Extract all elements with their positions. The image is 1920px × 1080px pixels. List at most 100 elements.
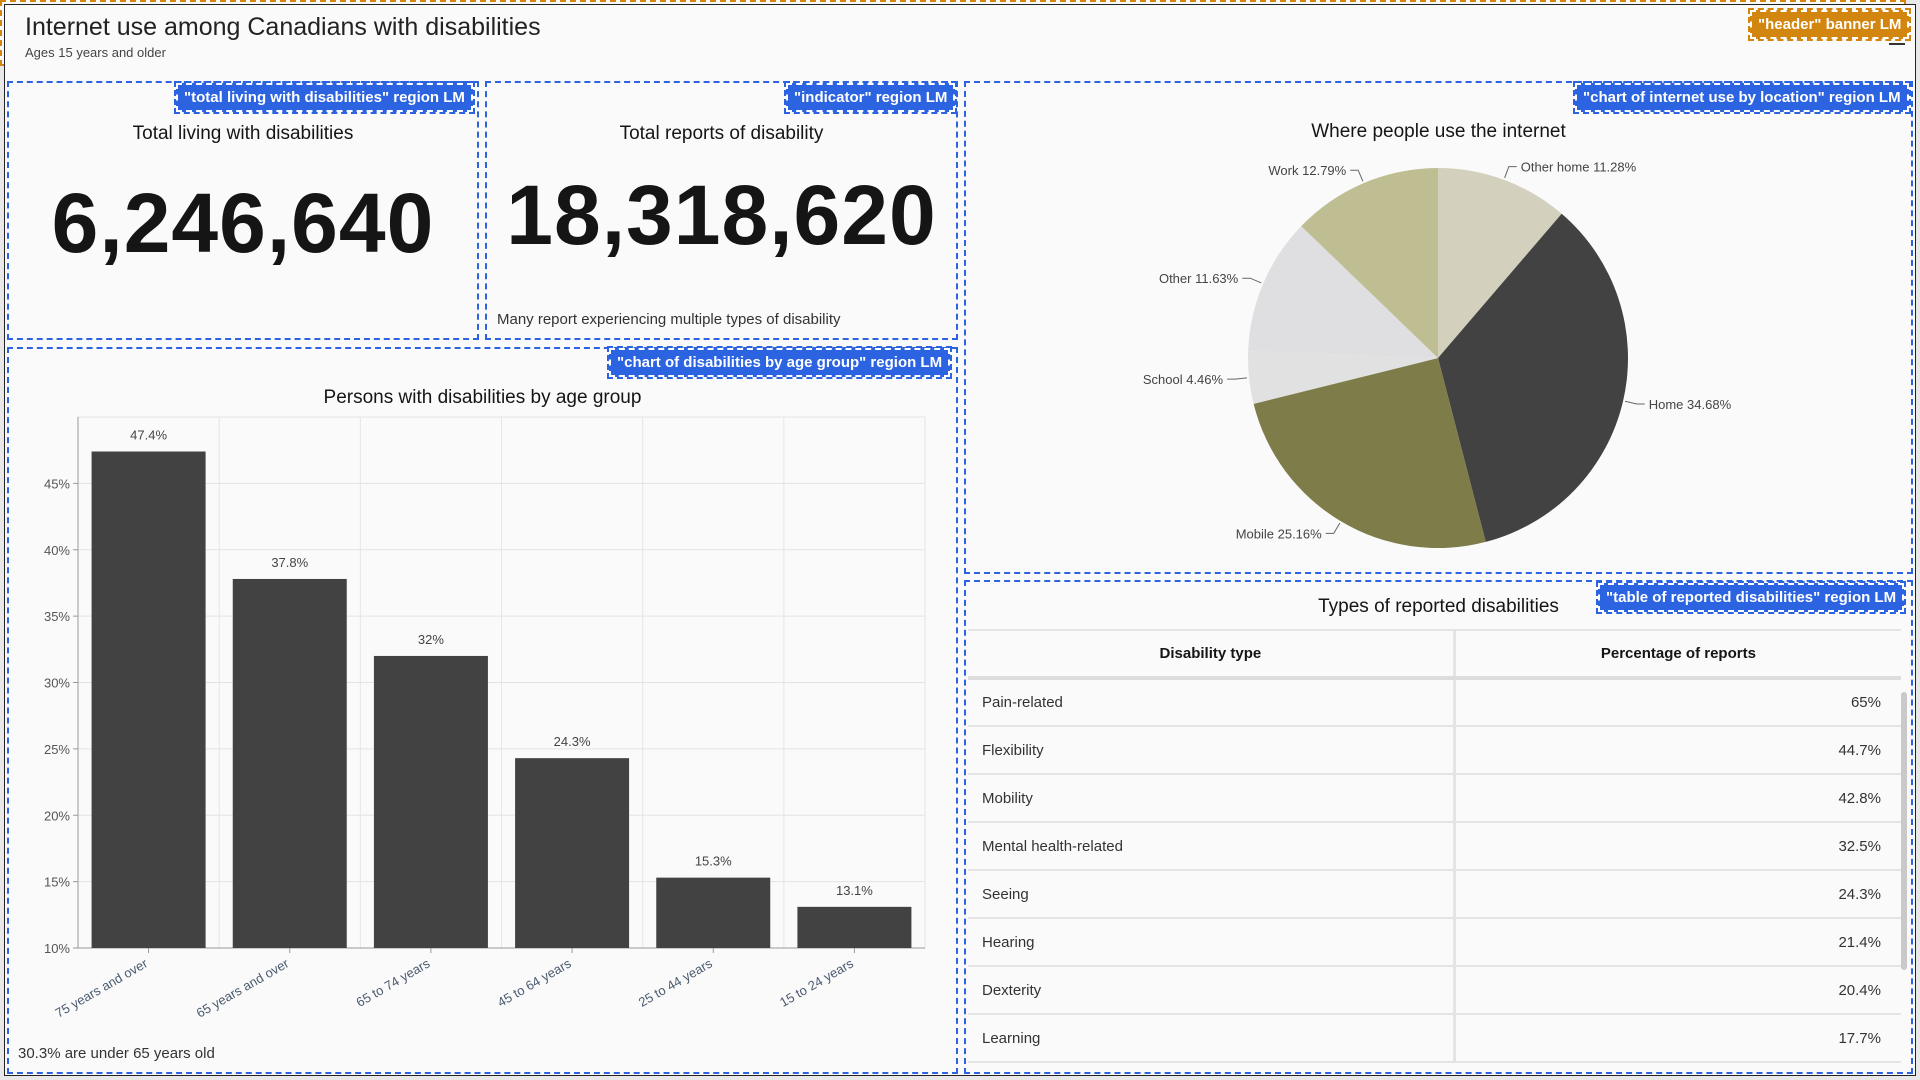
y-tick-label: 45% [44, 476, 70, 491]
total-panel: Total living with disabilities 6,246,640 [7, 81, 479, 340]
pie-slice-label: Mobile 25.16% [1236, 526, 1322, 541]
table-row: Mobility 42.8% [968, 774, 1901, 823]
pie-leader-line [1350, 169, 1364, 182]
table-row: Flexibility 44.7% [968, 726, 1901, 775]
pie-slice-other-home [1438, 168, 1562, 358]
total-title: Total living with disabilities [132, 123, 354, 144]
x-tick-label: 25 to 44 years [636, 955, 715, 1009]
x-tick-label: 45 to 64 years [495, 955, 574, 1009]
pie-panel: Where people use the internet Other home… [964, 81, 1913, 574]
bar [656, 877, 771, 948]
pie-label-name: Home [1649, 397, 1684, 412]
pie-leader-line [1504, 166, 1517, 179]
pie-label-value: 4.46% [1186, 372, 1223, 387]
pie-leader-line [1242, 277, 1262, 284]
x-tick-label: 15 to 24 years [777, 955, 856, 1009]
disability-type-cell: Pain-related [968, 678, 1455, 727]
bar [373, 655, 488, 948]
pie-label-name: Other [1159, 271, 1192, 286]
percentage-cell: 20.4% [1452, 966, 1901, 1015]
pie-slice-label: Other 11.63% [1159, 271, 1239, 286]
bar [515, 758, 630, 948]
pie-slice-other [1248, 226, 1438, 358]
pie-label-name: Other home [1521, 160, 1590, 175]
pie-label-value: 11.63% [1195, 271, 1239, 286]
age-chart-footnote: 30.3% are under 65 years old [18, 1045, 215, 1062]
percentage-cell: 44.7% [1452, 726, 1901, 775]
pie-label-value: 12.79% [1302, 163, 1347, 178]
indicator-value: 18,318,620 [506, 168, 937, 262]
bar-data-label: 24.3% [554, 734, 591, 749]
disability-type-cell: Seeing [968, 870, 1455, 919]
indicator-title: Total reports of disability [619, 123, 824, 144]
pie-label-name: Work [1268, 163, 1299, 178]
y-tick-label: 35% [44, 609, 70, 624]
table-row: Dexterity 20.4% [968, 966, 1901, 1015]
table-row: Seeing 24.3% [968, 870, 1901, 919]
table-title: Types of reported disabilities [1318, 596, 1559, 617]
pie-slice-label: School 4.46% [1143, 372, 1224, 387]
pie-label-value: 34.68% [1687, 397, 1732, 412]
percentage-cell: 65% [1452, 678, 1901, 727]
pie-label-value: 25.16% [1278, 526, 1323, 541]
overlay-label-indicator: "indicator" region LM [783, 81, 958, 114]
pie-label-name: School [1143, 372, 1183, 387]
percentage-cell: 42.8% [1452, 774, 1901, 823]
pie-slice-mobile [1253, 358, 1486, 548]
pie-slice-label: Work 12.79% [1268, 163, 1346, 178]
disability-type-cell: Hearing [968, 918, 1455, 967]
pie-slice-work [1301, 168, 1438, 358]
pie-label-name: Mobile [1236, 526, 1274, 541]
indicator-panel: Total reports of disability 18,318,620 M… [485, 81, 958, 340]
overlay-label-table: "table of reported disabilities" region … [1595, 581, 1907, 614]
table-row: Hearing 21.4% [968, 918, 1901, 967]
bar-data-label: 13.1% [836, 883, 873, 898]
menu-icon[interactable] [1889, 43, 1905, 45]
disability-type-cell: Learning [968, 1014, 1455, 1063]
bar [797, 906, 912, 948]
percentage-cell: 17.7% [1452, 1014, 1901, 1063]
pie-slice-home [1438, 213, 1628, 542]
disability-table: Disability type Percentage of reports Pa… [968, 629, 1901, 1063]
percentage-cell: 24.3% [1452, 870, 1901, 919]
pie-slice-label: Home 34.68% [1649, 397, 1732, 412]
location-pie-chart: Other home 11.28% Home 34.68% Mobile 25.16… [1143, 160, 1732, 548]
page-title: Internet use among Canadians with disabi… [25, 13, 541, 41]
bar-data-label: 37.8% [271, 555, 308, 570]
y-tick-label: 15% [44, 875, 70, 890]
total-value: 6,246,640 [51, 176, 435, 270]
pie-leader-line [1325, 522, 1341, 534]
overlay-label-header: "header" banner LM [1747, 8, 1912, 41]
table-scrollbar[interactable] [1901, 692, 1907, 970]
y-tick-label: 20% [44, 808, 70, 823]
age-chart-panel: Persons with disabilities by age group 1… [7, 347, 958, 1074]
percentage-cell: 21.4% [1452, 918, 1901, 967]
y-tick-label: 25% [44, 742, 70, 757]
table-row: Pain-related 65% [968, 678, 1901, 727]
y-tick-label: 40% [44, 543, 70, 558]
y-tick-label: 30% [44, 676, 70, 691]
age-chart-title: Persons with disabilities by age group [323, 387, 642, 408]
table-row: Mental health-related 32.5% [968, 822, 1901, 871]
y-tick-label: 10% [44, 941, 70, 956]
pie-slice-school [1248, 351, 1438, 404]
column-header-percentage[interactable]: Percentage of reports [1452, 629, 1901, 680]
percentage-cell: 32.5% [1452, 822, 1901, 871]
overlay-label-total: "total living with disabilities" region … [174, 81, 475, 114]
x-tick-label: 75 years and over [52, 955, 150, 1020]
disability-type-cell: Mobility [968, 774, 1455, 823]
bar-data-label: 47.4% [130, 428, 167, 443]
pie-leader-line [1624, 400, 1645, 405]
page-subtitle: Ages 15 years and older [25, 45, 166, 60]
x-tick-label: 65 to 74 years [354, 955, 433, 1009]
indicator-note: Many report experiencing multiple types … [497, 311, 841, 328]
disability-type-cell: Dexterity [968, 966, 1455, 1015]
pie-title: Where people use the internet [1311, 121, 1566, 142]
overlay-label-age-chart: "chart of disabilities by age group" reg… [606, 346, 953, 379]
pie-slice-label: Other home 11.28% [1521, 160, 1637, 175]
bar [91, 451, 206, 948]
column-header-type[interactable]: Disability type [968, 629, 1455, 680]
pie-leader-line [1227, 377, 1248, 380]
table-row: Learning 17.7% [968, 1014, 1901, 1063]
